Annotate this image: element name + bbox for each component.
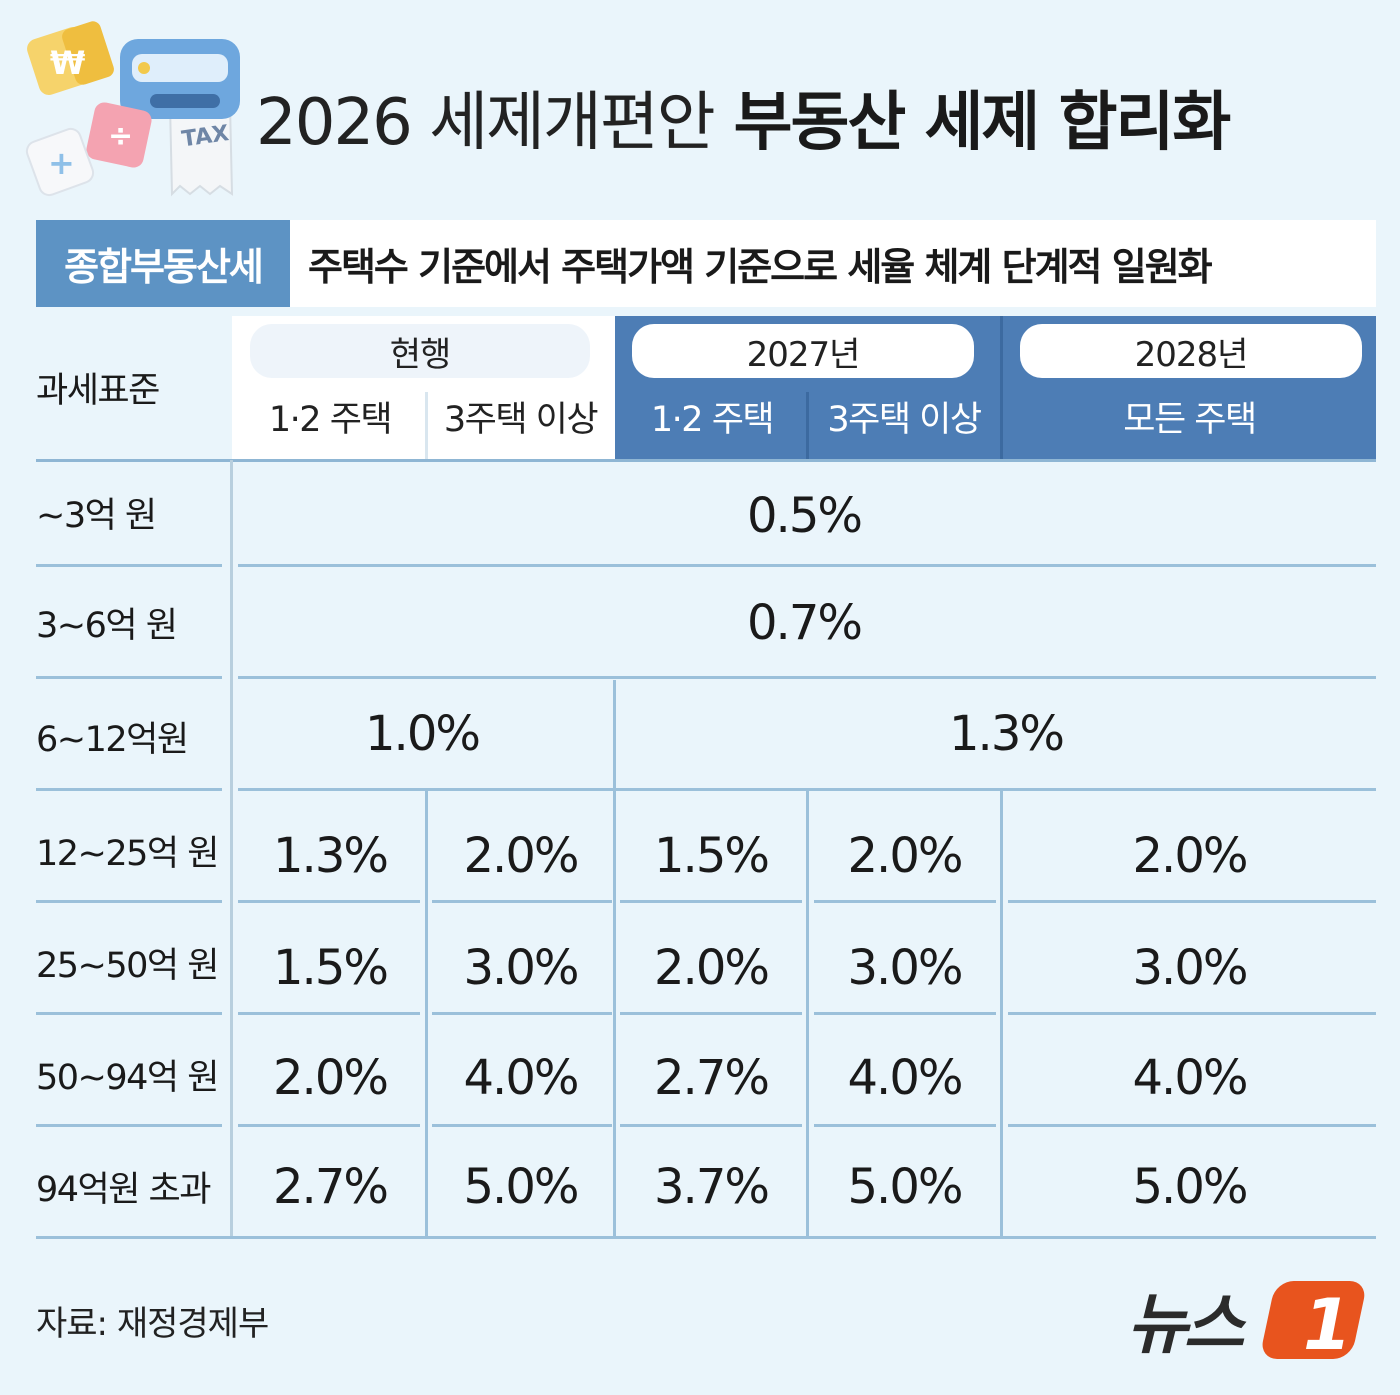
rate-cell: 5.0% [847,1159,964,1215]
row-divider [238,788,1376,791]
row-divider [36,564,222,567]
row-divider [36,900,222,903]
row-divider [1008,1012,1376,1015]
bracket-label: 6~12억원 [36,719,189,760]
bracket-label: 3~6억 원 [36,605,178,646]
header-divider [806,392,809,460]
bracket-label: 50~94억 원 [36,1057,219,1098]
row-divider [1008,900,1376,903]
rate-cell: 2.7% [654,1050,770,1106]
col-divider [806,791,809,1238]
title-prefix: 2026 세제개편안 [256,86,716,160]
bracket-label: 12~25억 원 [36,833,219,874]
subtitle-text: 주택수 기준에서 주택가액 기준으로 세율 체계 단계적 일원화 [290,220,1376,307]
source-note: 자료: 재정경제부 [36,1304,269,1344]
svg-text:₩: ₩ [50,44,85,82]
col-divider [613,680,616,788]
rate-cell: 1.3% [273,828,389,884]
row-divider [238,1124,420,1127]
rate-cell: 2.0% [1132,828,1249,884]
svg-text:÷: ÷ [108,119,133,154]
rate-cell: 3.0% [463,940,580,996]
rate-cell: 1.5% [654,828,770,884]
row-divider [1008,1124,1376,1127]
divide-cube-icon: ÷ [86,102,152,168]
news1-logo: 뉴스 1 [1127,1281,1365,1365]
won-cube-icon: ₩ [27,21,114,95]
label-column-divider [230,460,233,1238]
row-divider [814,1012,996,1015]
bracket-label: 25~50억 원 [36,945,219,986]
rate-cell-merged: 1.3% [949,706,1065,762]
col-divider [1000,791,1003,1238]
row-divider [814,1124,996,1127]
rate-cell: 4.0% [847,1050,964,1106]
logo-mark: 1 [1303,1284,1352,1365]
rate-cell-merged: 0.5% [747,488,863,544]
row-divider [432,900,612,903]
row-header-label: 과세표준 [36,370,160,411]
row-divider [36,1012,222,1015]
tax-calculator-icon: TAX ₩ ÷ + [25,21,240,197]
rate-cell: 4.0% [1132,1050,1249,1106]
rate-cell: 2.0% [847,828,964,884]
subtitle-bar: 종합부동산세 주택수 기준에서 주택가액 기준으로 세율 체계 단계적 일원화 [36,220,1376,307]
col-2028-all: 모든 주택 [1123,399,1257,440]
plus-cube-icon: + [25,127,95,197]
rate-cell: 4.0% [463,1050,580,1106]
group-2027-pill: 2027년 [632,324,974,378]
rate-cell: 3.0% [847,940,964,996]
rate-cell: 5.0% [463,1159,580,1215]
rate-cell: 2.7% [273,1159,389,1215]
title-main: 부동산 세제 합리화 [733,86,1232,160]
row-divider [814,900,996,903]
row-divider [36,788,222,791]
header-bottom-line [36,459,1376,462]
col-current-3plus: 3주택 이상 [443,399,599,440]
rate-cell: 3.0% [1132,940,1249,996]
row-divider [238,900,420,903]
row-divider [36,1124,222,1127]
rate-cell: 2.0% [273,1050,389,1106]
rate-cell: 2.0% [463,828,580,884]
group-current-pill: 현행 [250,324,590,378]
group-2028-pill: 2028년 [1020,324,1362,378]
bracket-label: 94억원 초과 [36,1169,211,1210]
row-divider [238,1012,420,1015]
row-divider [620,1124,802,1127]
row-divider [620,1012,802,1015]
header-divider [425,392,428,460]
rate-cell: 2.0% [654,940,770,996]
header-divider [1000,316,1003,460]
rate-cell: 1.5% [273,940,389,996]
row-divider [238,564,1376,567]
rate-cell: 5.0% [1132,1159,1249,1215]
col-2027-12: 1·2 주택 [650,399,775,440]
rate-cell-merged: 0.7% [747,595,863,651]
svg-text:+: + [48,144,75,182]
col-current-12: 1·2 주택 [268,399,393,440]
col-divider [425,791,428,1238]
page-title: 2026 세제개편안 부동산 세제 합리화 [256,62,1232,172]
logo-mark-icon: 1 [1262,1281,1365,1365]
row-divider [238,676,1376,679]
table-bottom-line [36,1236,1376,1239]
row-divider [432,1012,612,1015]
logo-text: 뉴스 [1127,1286,1247,1363]
col-divider [613,791,616,1238]
col-2027-3plus: 3주택 이상 [827,399,982,440]
row-divider [36,676,222,679]
row-divider [620,900,802,903]
rate-cell-merged: 1.0% [365,706,481,762]
subtitle-label: 종합부동산세 [36,220,290,307]
bracket-label: ~3억 원 [36,495,157,536]
row-divider [432,1124,612,1127]
rate-cell: 3.7% [654,1159,770,1215]
